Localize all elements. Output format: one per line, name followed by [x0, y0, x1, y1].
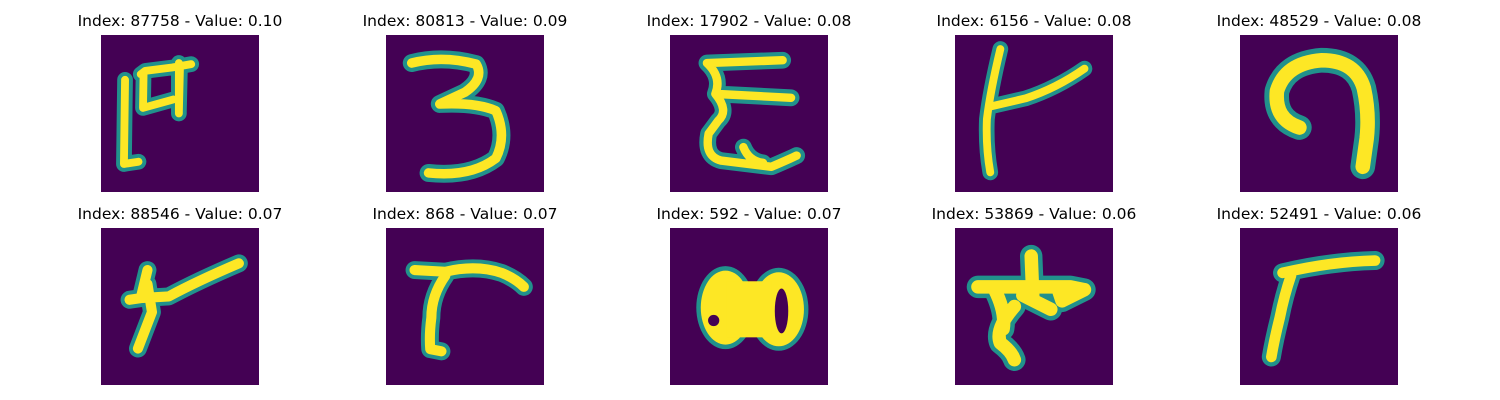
panel-title: Index: 868 - Value: 0.07 — [372, 205, 558, 223]
digit-image — [101, 228, 259, 385]
glyph-7 — [1261, 250, 1385, 367]
digit-image — [670, 35, 828, 192]
glyph-r-2 — [405, 259, 533, 361]
digit-image — [386, 35, 544, 192]
glyph-3 — [402, 50, 511, 183]
panel-title: Index: 87758 - Value: 0.10 — [77, 12, 283, 30]
digit-image — [101, 35, 259, 192]
panel-title: Index: 80813 - Value: 0.09 — [362, 12, 568, 30]
glyph-m — [116, 55, 200, 172]
glyph-r-1 — [120, 254, 248, 358]
digit-image — [1240, 35, 1398, 192]
panel-title: Index: 592 - Value: 0.07 — [656, 205, 842, 223]
panel-title: Index: 48529 - Value: 0.08 — [1216, 12, 1422, 30]
panel-title: Index: 88546 - Value: 0.07 — [77, 205, 283, 223]
panel-title: Index: 52491 - Value: 0.06 — [1216, 205, 1422, 223]
digit-image — [670, 228, 828, 385]
digit-image — [1240, 228, 1398, 385]
glyph-star — [966, 244, 1096, 371]
digit-image — [955, 35, 1113, 192]
glyph-80 — [696, 266, 809, 351]
digit-image — [955, 228, 1113, 385]
glyph-k — [978, 41, 1093, 181]
panel-title: Index: 53869 - Value: 0.06 — [931, 205, 1137, 223]
glyph-sigma — [698, 51, 806, 176]
panel-title: Index: 17902 - Value: 0.08 — [646, 12, 852, 30]
glyph-n — [1264, 47, 1380, 180]
panel-title: Index: 6156 - Value: 0.08 — [936, 12, 1132, 30]
digit-image — [386, 228, 544, 385]
